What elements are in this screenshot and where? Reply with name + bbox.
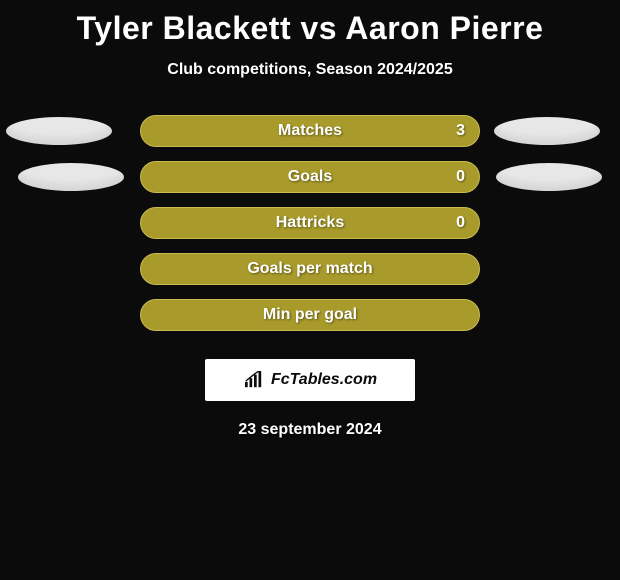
source-badge-text: FcTables.com [271,371,377,389]
stat-row: Goals 0 [0,161,620,193]
stat-row: Goals per match [0,253,620,285]
stat-label: Goals [288,168,332,186]
stat-bar: Matches 3 [140,115,480,147]
source-badge: FcTables.com [205,359,415,401]
stat-value: 0 [456,214,465,232]
left-ellipse [18,163,124,191]
stat-label: Matches [278,122,342,140]
stat-value: 3 [456,122,465,140]
subtitle: Club competitions, Season 2024/2025 [0,61,620,79]
page-title: Tyler Blackett vs Aaron Pierre [0,0,620,47]
date-text: 23 september 2024 [0,421,620,439]
left-ellipse [6,117,112,145]
stat-value: 0 [456,168,465,186]
stat-bar: Hattricks 0 [140,207,480,239]
stat-label: Hattricks [276,214,344,232]
comparison-card: Tyler Blackett vs Aaron Pierre Club comp… [0,0,620,580]
stat-row: Matches 3 [0,115,620,147]
stat-label: Goals per match [247,260,372,278]
right-ellipse [494,117,600,145]
stat-row: Hattricks 0 [0,207,620,239]
stat-label: Min per goal [263,306,357,324]
right-ellipse [496,163,602,191]
stat-rows: Matches 3 Goals 0 Hattricks 0 Goals per … [0,115,620,331]
stat-bar: Min per goal [140,299,480,331]
stat-bar: Goals 0 [140,161,480,193]
stat-row: Min per goal [0,299,620,331]
stat-bar: Goals per match [140,253,480,285]
chart-icon [243,371,265,389]
